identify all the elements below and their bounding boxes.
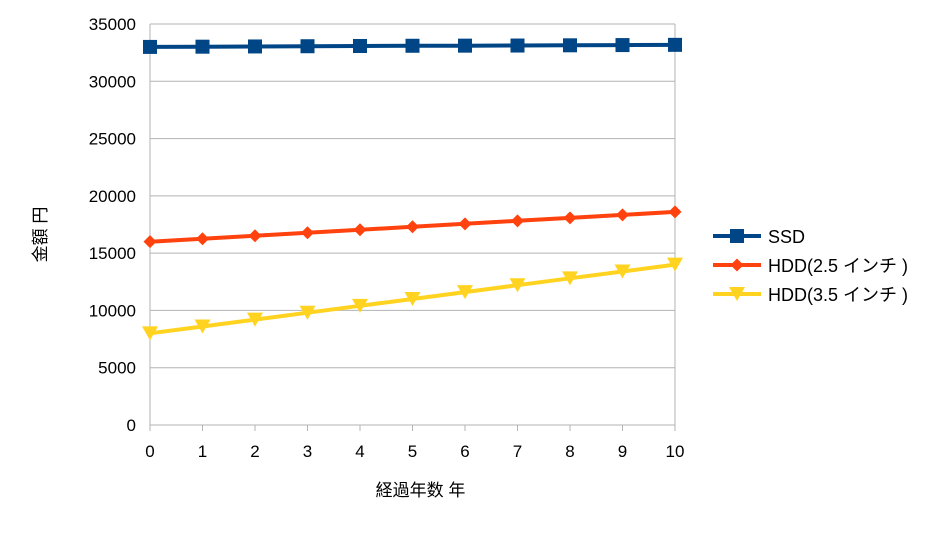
data-point — [143, 235, 157, 249]
data-point — [510, 38, 525, 53]
data-point — [404, 291, 421, 306]
data-point — [248, 39, 262, 54]
x-tick-label: 3 — [303, 442, 312, 461]
data-point — [194, 319, 211, 334]
data-point — [457, 285, 473, 300]
data-point — [614, 264, 631, 279]
x-tick-label: 8 — [565, 442, 574, 461]
data-point — [248, 229, 262, 243]
series-layer — [142, 37, 683, 341]
data-point — [353, 223, 367, 237]
series-0 — [143, 37, 682, 54]
y-tick-label: 35000 — [89, 15, 136, 34]
x-tick-label: 5 — [408, 442, 417, 461]
y-tick-label: 10000 — [89, 301, 136, 320]
axes: 0 5000 10000 15000 20000 25000 30000 35000 0 1 2 3 4… — [89, 15, 685, 461]
data-point — [247, 312, 263, 327]
data-point — [562, 271, 578, 286]
x-tick-label: 1 — [198, 442, 207, 461]
legend-item: HDD(2.5 インチ ) — [713, 256, 908, 276]
data-point — [616, 208, 629, 222]
data-point — [668, 37, 682, 52]
data-point — [563, 211, 577, 225]
data-point — [509, 278, 526, 293]
data-point — [615, 38, 630, 53]
data-point — [458, 217, 472, 231]
data-point — [406, 220, 419, 234]
legend-label: HDD(3.5 インチ ) — [768, 285, 908, 305]
x-tick-label: 4 — [355, 442, 364, 461]
y-tick-label: 0 — [127, 416, 136, 435]
data-point — [142, 326, 158, 341]
data-point — [405, 38, 420, 53]
data-point — [511, 214, 524, 228]
data-point — [458, 38, 472, 53]
data-point — [667, 257, 683, 272]
data-point — [300, 39, 315, 54]
data-point — [301, 226, 314, 240]
data-point — [352, 298, 368, 313]
legend-label: HDD(2.5 インチ ) — [768, 256, 908, 276]
data-point — [143, 39, 157, 54]
legend-item: HDD(3.5 インチ ) — [713, 285, 908, 305]
legend-label: SSD — [768, 227, 805, 247]
legend: SSD HDD(2.5 インチ ) HDD(3.5 インチ ) — [713, 227, 908, 305]
y-tick-label: 20000 — [89, 187, 136, 206]
x-tick-label: 10 — [666, 442, 685, 461]
y-tick-label: 15000 — [89, 244, 136, 263]
data-point — [563, 38, 577, 53]
data-point — [730, 258, 744, 272]
data-point — [299, 305, 316, 320]
data-point — [729, 287, 745, 301]
x-tick-label: 2 — [250, 442, 259, 461]
grid-layer — [149, 23, 676, 426]
x-tick-label: 0 — [145, 442, 154, 461]
x-tick-label: 9 — [618, 442, 627, 461]
series-1 — [143, 205, 682, 249]
series-2 — [142, 257, 683, 341]
data-point — [353, 38, 367, 53]
y-axis-title: 金額 円 — [31, 207, 50, 263]
y-tick-label: 5000 — [98, 359, 136, 378]
data-point — [196, 232, 209, 246]
y-tick-label: 25000 — [89, 130, 136, 149]
data-point — [195, 39, 210, 54]
x-tick-label: 7 — [513, 442, 522, 461]
legend-item: SSD — [713, 227, 805, 247]
data-point — [668, 205, 682, 219]
data-point — [730, 229, 744, 243]
x-axis-title: 経過年数 年 — [376, 481, 466, 500]
x-tick-label: 6 — [460, 442, 469, 461]
y-tick-label: 30000 — [89, 72, 136, 91]
